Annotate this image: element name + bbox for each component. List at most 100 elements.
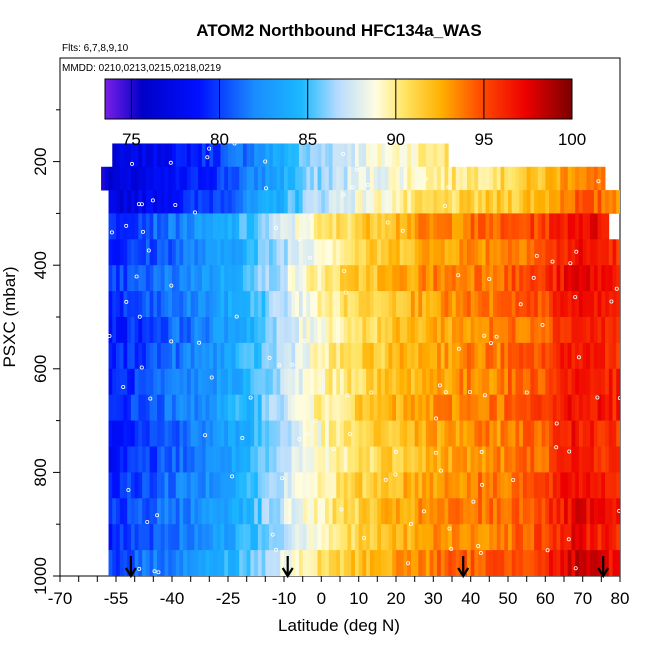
heatmap-cell bbox=[265, 550, 270, 576]
heatmap-cell bbox=[377, 342, 382, 370]
heatmap-cell bbox=[205, 394, 210, 421]
heatmap-cell bbox=[250, 342, 255, 370]
heatmap-cell bbox=[123, 446, 128, 473]
heatmap-cell bbox=[239, 446, 244, 473]
heatmap-cell bbox=[231, 342, 236, 370]
heatmap-cell bbox=[358, 213, 363, 240]
heatmap-cell bbox=[175, 472, 180, 499]
heatmap-cell bbox=[231, 190, 236, 214]
heatmap-cell bbox=[586, 394, 591, 421]
heatmap-cell bbox=[231, 166, 236, 191]
heatmap-cell bbox=[515, 291, 520, 318]
heatmap-cell bbox=[463, 265, 468, 292]
heatmap-cell bbox=[414, 498, 419, 525]
y-axis-label: PSXC (mbar) bbox=[0, 266, 19, 367]
observation-point bbox=[408, 522, 413, 527]
heatmap-cell bbox=[478, 550, 483, 576]
heatmap-cell bbox=[545, 265, 550, 292]
heatmap-cell bbox=[410, 368, 416, 396]
heatmap-cell bbox=[448, 420, 453, 447]
heatmap-cell bbox=[470, 368, 475, 396]
heatmap-cell bbox=[508, 550, 513, 576]
heatmap-cell bbox=[537, 342, 542, 370]
heatmap-cell bbox=[452, 498, 457, 525]
heatmap-cell bbox=[336, 524, 341, 551]
observation-point bbox=[437, 383, 442, 388]
heatmap-cell bbox=[112, 265, 117, 292]
heatmap-cell bbox=[213, 394, 218, 421]
heatmap-cell bbox=[220, 143, 225, 168]
heatmap-cell bbox=[414, 524, 419, 551]
heatmap-cell bbox=[213, 524, 218, 551]
heatmap-cell bbox=[276, 265, 281, 292]
heatmap-cell bbox=[287, 524, 292, 551]
heatmap-cell bbox=[332, 524, 337, 551]
heatmap-cell bbox=[373, 291, 378, 318]
heatmap-cell bbox=[515, 472, 520, 499]
heatmap-cell bbox=[616, 550, 620, 576]
heatmap-cell bbox=[313, 524, 318, 551]
heatmap-cell bbox=[340, 420, 345, 447]
heatmap-cell bbox=[246, 265, 251, 292]
heatmap-cell bbox=[567, 190, 572, 214]
heatmap-cell bbox=[608, 394, 613, 421]
heatmap-cell bbox=[478, 368, 483, 396]
heatmap-cell bbox=[452, 213, 457, 240]
heatmap-cell bbox=[209, 143, 214, 168]
heatmap-cell bbox=[571, 190, 576, 214]
heatmap-cell bbox=[190, 291, 195, 318]
heatmap-cell bbox=[463, 394, 468, 421]
heatmap-cell bbox=[537, 550, 542, 576]
heatmap-cell bbox=[231, 394, 236, 421]
heatmap-cell bbox=[172, 291, 177, 318]
observation-point bbox=[148, 396, 153, 401]
heatmap-cell bbox=[340, 291, 345, 318]
observation-point bbox=[124, 299, 129, 304]
observation-point bbox=[482, 393, 487, 398]
heatmap-cell bbox=[321, 420, 326, 447]
heatmap-cell bbox=[239, 190, 244, 214]
heatmap-cell bbox=[444, 239, 449, 266]
heatmap-cell bbox=[351, 394, 356, 421]
heatmap-cell bbox=[269, 265, 274, 292]
heatmap-cell bbox=[235, 190, 240, 214]
heatmap-cell bbox=[422, 420, 427, 447]
heatmap-cell bbox=[414, 394, 419, 421]
heatmap-cell bbox=[123, 524, 128, 551]
heatmap-cell bbox=[298, 368, 304, 396]
heatmap-cell bbox=[235, 420, 240, 447]
heatmap-cell bbox=[519, 342, 524, 370]
heatmap-cell bbox=[407, 472, 412, 499]
heatmap-cell bbox=[254, 317, 259, 344]
heatmap-cell bbox=[280, 213, 285, 240]
heatmap-cell bbox=[130, 166, 136, 191]
heatmap-cell bbox=[552, 550, 557, 576]
heatmap-cell bbox=[336, 550, 341, 576]
heatmap-cell bbox=[228, 524, 233, 551]
heatmap-cell bbox=[172, 524, 177, 551]
heatmap-cell bbox=[216, 239, 221, 266]
heatmap-cell bbox=[321, 143, 326, 168]
heatmap-cell bbox=[369, 524, 374, 551]
heatmap-cell bbox=[280, 472, 285, 499]
heatmap-cell bbox=[448, 446, 453, 473]
heatmap-cell bbox=[340, 550, 345, 576]
heatmap-cell bbox=[302, 446, 307, 473]
heatmap-cell bbox=[149, 317, 154, 344]
heatmap-cell bbox=[508, 265, 513, 292]
heatmap-cell bbox=[496, 166, 501, 191]
heatmap-cell bbox=[328, 317, 333, 344]
heatmap-cell bbox=[578, 291, 584, 318]
heatmap-cell bbox=[399, 190, 404, 214]
x-tick-label: 60 bbox=[536, 589, 555, 608]
heatmap-cell bbox=[168, 420, 173, 447]
heatmap-cell bbox=[160, 213, 165, 240]
heatmap-cell bbox=[425, 524, 430, 551]
heatmap-cell bbox=[396, 265, 401, 292]
heatmap-cell bbox=[500, 166, 505, 191]
heatmap-cell bbox=[522, 190, 528, 214]
heatmap-cell bbox=[556, 550, 561, 576]
heatmap-cell bbox=[586, 265, 591, 292]
heatmap-cell bbox=[276, 213, 281, 240]
heatmap-cell bbox=[246, 166, 251, 191]
